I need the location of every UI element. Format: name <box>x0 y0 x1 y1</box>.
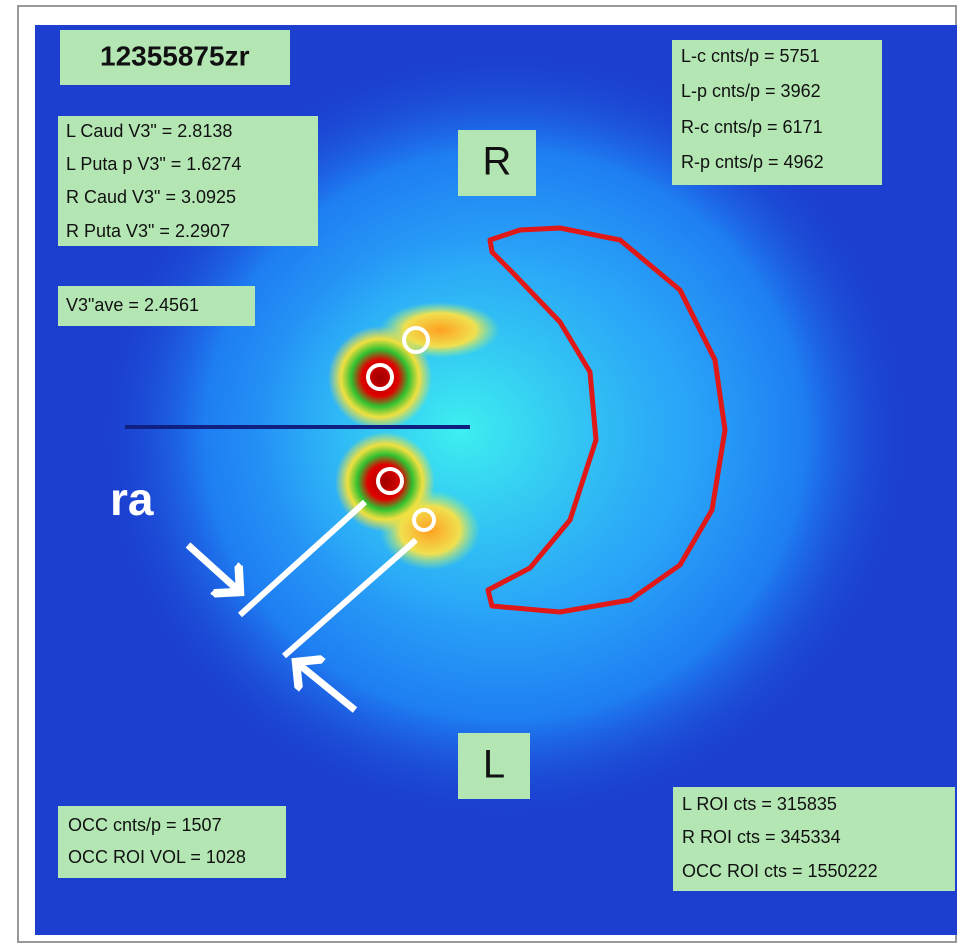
scan-view: ra 12355875zr R L L Caud V3" = 2.8138 L … <box>0 0 962 947</box>
occipital-value: OCC ROI VOL = 1028 <box>68 847 246 867</box>
counts-per-pixel: L-c cnts/p = 5751 <box>681 46 820 66</box>
caudate-activity <box>328 326 432 430</box>
v3-value: R Puta V3" = 2.2907 <box>66 221 230 241</box>
v3-value: R Caud V3" = 3.0925 <box>66 187 236 207</box>
orientation-label: L <box>483 743 505 787</box>
occipital-value: OCC cnts/p = 1507 <box>68 815 222 835</box>
counts-per-pixel: R-c cnts/p = 6171 <box>681 117 823 137</box>
orientation-label: R <box>483 140 512 184</box>
v3-value: L Caud V3" = 2.8138 <box>66 121 232 141</box>
id-label: 12355875zr <box>100 40 250 71</box>
counts-per-pixel: L-p cnts/p = 3962 <box>681 81 821 101</box>
roi-counts: L ROI cts = 315835 <box>682 794 837 814</box>
counts-per-pixel: R-p cnts/p = 4962 <box>681 152 824 172</box>
annotation: ra <box>110 473 154 525</box>
v3-average: V3"ave = 2.4561 <box>66 295 199 315</box>
v3-value: L Puta p V3" = 1.6274 <box>66 154 241 174</box>
roi-counts: R ROI cts = 345334 <box>682 827 841 847</box>
roi-counts: OCC ROI cts = 1550222 <box>682 861 878 881</box>
central-activity <box>260 240 660 620</box>
